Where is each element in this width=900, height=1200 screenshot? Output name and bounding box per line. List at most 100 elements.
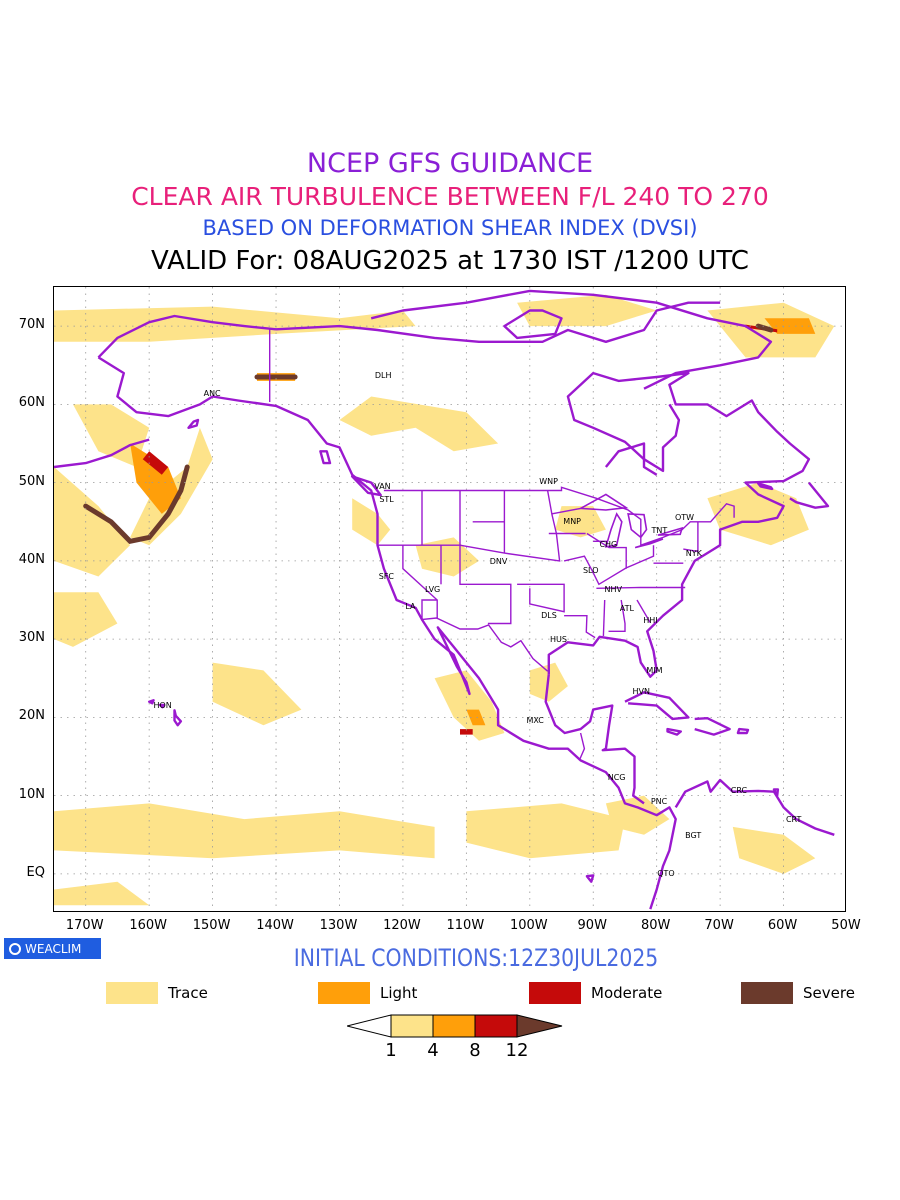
city-label: MXC	[526, 716, 544, 726]
turbulence-severe-areas	[83, 323, 774, 545]
island	[187, 418, 200, 429]
island	[772, 788, 780, 797]
lat-label: 30N	[18, 630, 45, 646]
political-boundary	[683, 521, 699, 553]
city-label: PNC	[650, 797, 668, 807]
trace-area	[73, 404, 150, 467]
legend-swatch	[529, 982, 581, 1004]
coastline	[97, 356, 677, 910]
city-label: TNT	[651, 525, 668, 535]
coastline	[275, 301, 721, 343]
lat-label: 40N	[18, 551, 45, 567]
city-label: HON	[153, 701, 172, 711]
lon-label: 170W	[65, 918, 104, 933]
political-boundary	[421, 599, 438, 620]
city-label: VAN	[374, 482, 391, 492]
legend-item-severe: Severe	[741, 982, 855, 1004]
coastline	[694, 717, 731, 736]
trace-area	[339, 396, 499, 452]
turbulence-trace-areas	[54, 294, 835, 906]
legend-item-moderate: Moderate	[529, 982, 662, 1004]
trace-area	[54, 803, 435, 859]
political-boundary	[421, 617, 549, 672]
city-label: CHG	[599, 540, 618, 549]
political-boundary	[578, 732, 586, 761]
coastline	[789, 481, 830, 509]
colorbar-level: 12	[505, 1040, 529, 1061]
trace-area	[434, 670, 505, 741]
great-lake	[634, 538, 664, 549]
lon-label: 80W	[640, 918, 671, 933]
lat-label: EQ	[26, 864, 45, 880]
political-boundary	[596, 586, 686, 589]
legend-swatch	[318, 982, 370, 1004]
coastlines-and-borders	[54, 289, 835, 910]
coastline	[604, 442, 658, 476]
island	[148, 699, 155, 705]
legend-item-trace: Trace	[106, 982, 208, 1004]
lon-label: 90W	[577, 918, 607, 933]
city-label: QTO	[657, 869, 675, 879]
island	[503, 309, 563, 340]
city-label: OTW	[674, 512, 695, 522]
trace-area	[707, 482, 809, 546]
coastline	[97, 314, 277, 359]
colorbar-trace-segment	[390, 1014, 434, 1038]
lon-label: 140W	[256, 918, 294, 933]
city-label: DNV	[489, 557, 508, 567]
badge-text: WEACLIM	[25, 941, 82, 956]
political-boundary	[563, 545, 655, 586]
city-label: LVG	[425, 584, 441, 594]
trace-area	[555, 506, 606, 538]
island	[319, 450, 332, 465]
severe-area	[83, 464, 190, 545]
legend-label: Moderate	[591, 984, 663, 1002]
coastline	[54, 438, 150, 469]
colorbar-moderate-segment	[474, 1014, 518, 1038]
political-boundary	[377, 490, 561, 562]
city-label: HHI	[643, 615, 658, 625]
moderate-area	[460, 729, 473, 735]
turbulence-light-areas	[130, 318, 816, 726]
city-label: NHV	[604, 584, 623, 594]
lon-label: 110W	[446, 918, 485, 933]
coastline	[544, 674, 645, 805]
political-boundary	[586, 532, 627, 569]
legend-swatch	[741, 982, 793, 1004]
island	[158, 703, 165, 709]
light-area	[466, 709, 486, 726]
city-label: CRC	[730, 785, 748, 795]
title-index: BASED ON DEFORMATION SHEAR INDEX (DVSI)	[202, 216, 698, 240]
trace-area	[732, 826, 816, 874]
colorbar-light-segment	[432, 1014, 476, 1038]
lon-label: 100W	[509, 918, 548, 933]
coastline	[547, 371, 811, 678]
city-label: HVN	[632, 687, 650, 697]
lat-label: 20N	[18, 708, 45, 724]
colorbar-below-arrow	[347, 1014, 392, 1038]
turbulence-map	[53, 286, 846, 912]
trace-area	[352, 498, 391, 546]
weaclim-badge: WEACLIM	[4, 938, 101, 959]
island	[736, 727, 750, 735]
political-boundary	[459, 490, 512, 625]
colorbar-level: 4	[427, 1040, 439, 1061]
lat-lon-grid	[54, 287, 845, 911]
legend-label: Trace	[168, 984, 208, 1002]
title-turbulence: CLEAR AIR TURBULENCE BETWEEN F/L 240 TO …	[131, 182, 769, 211]
island	[757, 482, 774, 491]
copyright-icon	[9, 942, 21, 955]
city-label: MNP	[563, 516, 582, 526]
city-label: NCG	[607, 773, 626, 783]
political-boundary	[602, 599, 606, 637]
legend-swatch	[106, 982, 158, 1004]
city-label: STL	[379, 495, 394, 505]
trace-area	[212, 662, 302, 726]
colorbar-level: 1	[385, 1040, 397, 1061]
city-label: LA	[405, 601, 416, 611]
great-lake	[657, 526, 684, 536]
legend-label: Light	[380, 984, 418, 1002]
great-lake	[627, 513, 648, 539]
map-canvas	[54, 287, 845, 911]
political-boundary	[517, 583, 565, 613]
